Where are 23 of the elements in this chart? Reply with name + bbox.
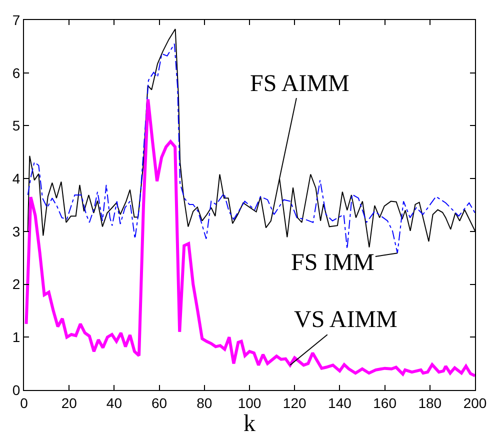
x-tick-label: 200: [463, 394, 487, 411]
x-tick-label: 120: [282, 394, 306, 411]
x-tick-label: 80: [196, 394, 212, 411]
y-tick-label: 5: [12, 118, 20, 134]
y-tick-label: 4: [12, 170, 20, 186]
x-tick-label: 60: [152, 394, 168, 411]
x-tick-label: 40: [106, 394, 122, 411]
y-tick-label: 0: [12, 382, 20, 398]
x-tick-label: 160: [373, 394, 397, 411]
y-tick-label: 3: [12, 223, 20, 240]
x-tick-label: 140: [328, 394, 352, 411]
x-axis-title: k: [244, 411, 256, 438]
annotation: FS IMM: [291, 250, 374, 276]
y-tick-label: 2: [12, 276, 20, 292]
line-series: [24, 98, 475, 378]
y-tick-label: 1: [12, 329, 20, 346]
annotation: FS AIMM: [250, 71, 350, 97]
x-tick-label: 180: [418, 394, 442, 411]
y-tick-label: 6: [12, 64, 20, 81]
x-tick-label: 20: [61, 394, 78, 411]
y-tick-label: 7: [12, 12, 20, 28]
x-tick-label: 100: [238, 394, 262, 411]
annotation: VS AIMM: [294, 307, 398, 333]
